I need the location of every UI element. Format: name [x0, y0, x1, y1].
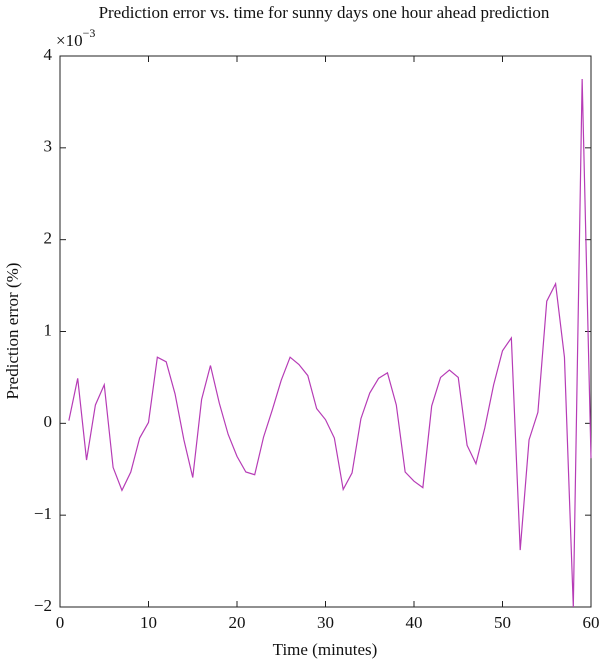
x-axis-label: Time (minutes) — [273, 640, 378, 659]
y-tick-label: 4 — [44, 45, 53, 64]
y-axis-label: Prediction error (%) — [3, 263, 22, 400]
y-tick-label: 0 — [44, 412, 53, 431]
chart-title: Prediction error vs. time for sunny days… — [99, 3, 550, 22]
data-line — [68, 78, 592, 608]
y-tick-label: −1 — [34, 504, 52, 523]
x-tick-label: 20 — [229, 613, 246, 632]
y-tick-label: 2 — [44, 229, 53, 248]
multiplier-power: −3 — [83, 26, 96, 40]
x-tick-label: 40 — [406, 613, 423, 632]
x-tick-label: 0 — [56, 613, 65, 632]
y-tick-label: 3 — [44, 137, 53, 156]
y-multiplier: ×10−3 — [56, 26, 95, 50]
x-tick-label: 60 — [583, 613, 600, 632]
x-tick-label: 50 — [494, 613, 511, 632]
multiplier-base: ×10 — [56, 31, 83, 50]
x-tick-label: 10 — [140, 613, 157, 632]
plot-frame — [59, 55, 592, 608]
x-tick-label: 30 — [317, 613, 334, 632]
y-tick-label: 1 — [44, 320, 53, 339]
y-tick-label: −2 — [34, 596, 52, 615]
